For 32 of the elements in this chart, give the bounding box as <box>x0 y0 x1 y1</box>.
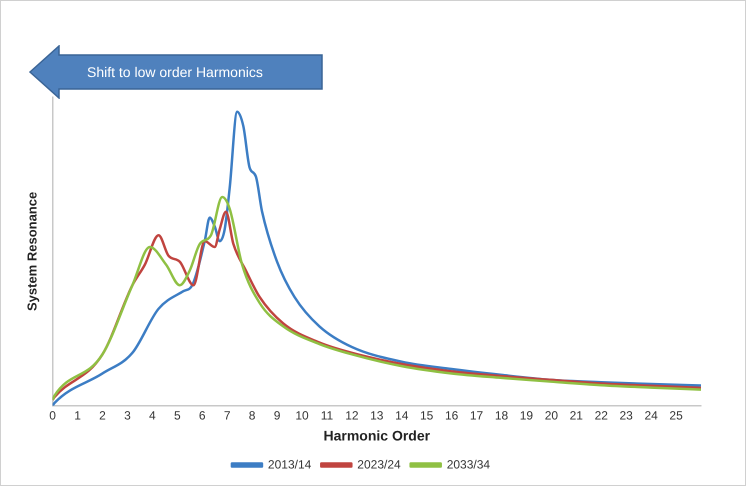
legend-label: 2023/24 <box>357 457 402 472</box>
x-tick-label: 7 <box>224 408 231 422</box>
x-tick-label: 0 <box>49 408 56 422</box>
y-axis-title: System Resonance <box>24 192 40 312</box>
x-tick-label: 19 <box>520 408 534 422</box>
legend-label: 2033/34 <box>446 457 490 472</box>
x-tick-label: 5 <box>174 408 181 422</box>
x-tick-label: 20 <box>544 408 558 422</box>
x-tick-label: 23 <box>620 408 634 422</box>
x-tick-label: 13 <box>370 408 384 422</box>
x-tick-label: 12 <box>345 408 359 422</box>
x-tick-label: 14 <box>395 408 409 422</box>
x-tick-label: 1 <box>74 408 82 422</box>
x-tick-label: 15 <box>420 408 434 422</box>
x-tick-label: 16 <box>444 408 459 422</box>
x-tick-label: 10 <box>295 408 309 422</box>
x-tick-label: 11 <box>320 408 334 422</box>
legend-label: 2013/14 <box>268 457 312 472</box>
x-tick-label: 2 <box>99 408 106 422</box>
text: Shift to low order Harmonics <box>87 63 263 82</box>
x-tick-label: 18 <box>494 408 508 422</box>
x-tick-label: 3 <box>124 408 132 422</box>
x-tick-label: 6 <box>198 408 206 422</box>
x-tick-label: 25 <box>669 408 684 422</box>
x-axis-title: Harmonic Order <box>324 427 431 444</box>
x-tick-label: 21 <box>570 408 584 422</box>
x-tick-label: 9 <box>274 408 281 422</box>
x-tick-label: 24 <box>644 408 658 422</box>
x-tick-label: 4 <box>149 408 156 422</box>
x-tick-label: 8 <box>248 408 256 422</box>
x-tick-label: 22 <box>594 408 608 422</box>
x-tick-label: 17 <box>470 408 484 422</box>
